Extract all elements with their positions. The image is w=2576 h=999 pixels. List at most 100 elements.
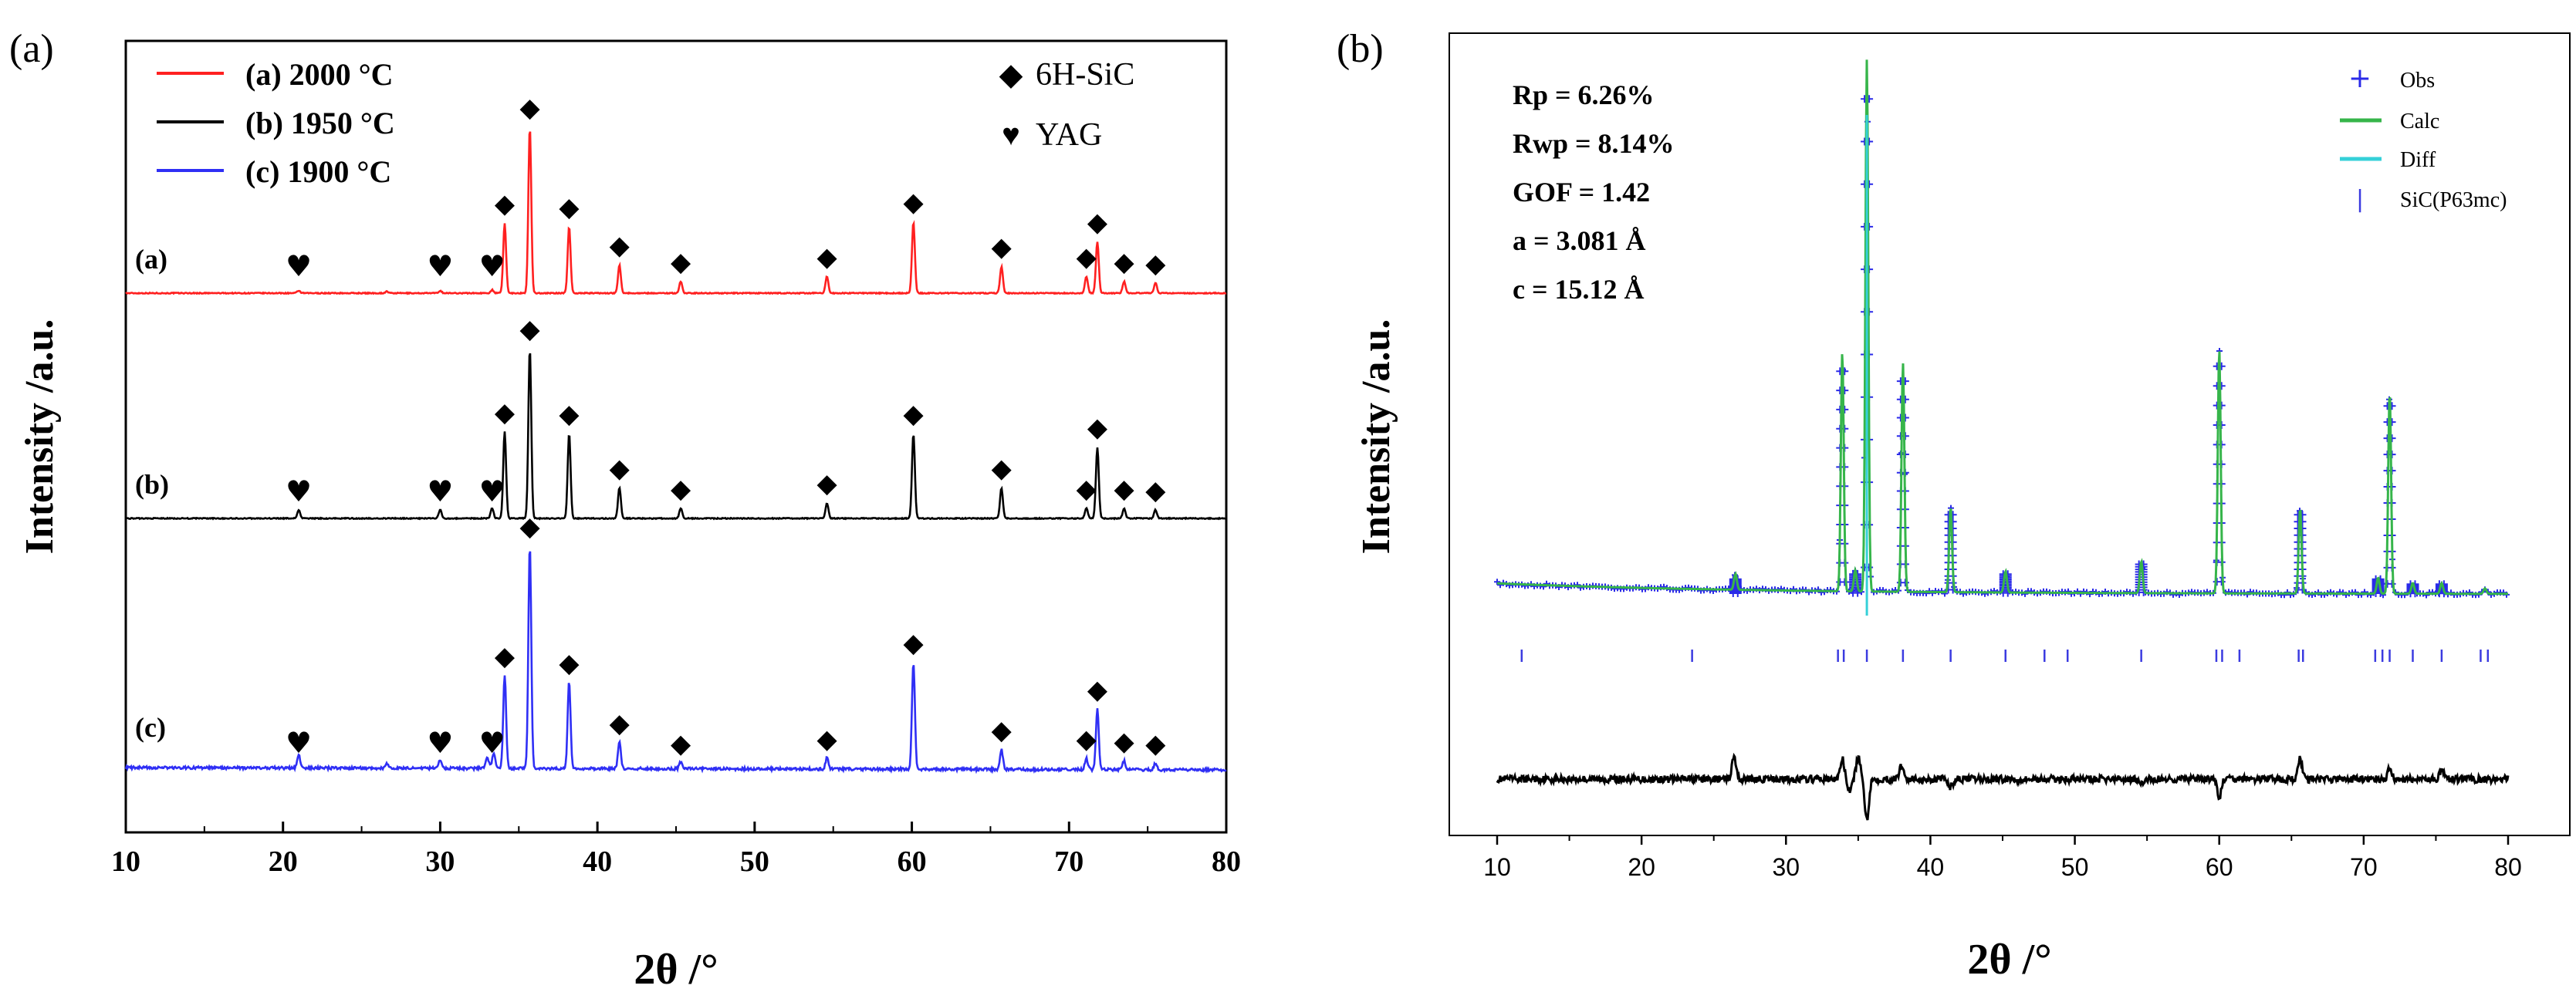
panel-b-difference-curve xyxy=(1496,752,2510,821)
x-tick-label: 30 xyxy=(425,845,455,878)
trace-label-b: (b) xyxy=(135,469,169,500)
sic-marker: ◆ xyxy=(671,247,691,278)
yag-marker: ♥ xyxy=(286,726,312,760)
panel-a-phase-legend: ◆ 6H-SiC ♥ YAG xyxy=(999,57,1135,153)
x-tick-label: 70 xyxy=(2350,853,2378,881)
trace-3 xyxy=(124,551,1227,775)
sic-marker: ◆ xyxy=(1087,207,1108,238)
sic-marker: ◆ xyxy=(519,511,540,542)
panel-a: (a) ◆◆◆◆◆ ◆◆◆ ◆◆◆ ◆♥ ♥ ♥◆◆◆◆◆ ◆◆◆◆◆◆ ◆♥ ♥ ♥◆◆◆◆◆ ◆… xyxy=(9,27,1241,994)
x-tick-label: 40 xyxy=(1917,853,1945,881)
sic-marker: ◆ xyxy=(1114,726,1135,757)
panel-a-legend: (a) 2000 °C (b) 1950 °C (c) 1900 °C xyxy=(157,57,395,189)
sic-marker: ◆ xyxy=(1077,724,1097,755)
yag-marker: ♥ xyxy=(427,726,453,760)
panel-a-phase-markers: ◆◆◆◆◆ ◆◆◆ ◆◆◆ ◆♥ ♥ ♥◆◆◆◆◆ ◆◆◆◆◆◆ ◆♥ ♥ ♥◆◆◆◆◆ ◆◆◆ ◆◆… xyxy=(286,93,1166,760)
panel-b-calculated-curve xyxy=(1497,59,2508,616)
sic-marker: ◆ xyxy=(495,397,516,428)
x-tick-label: 20 xyxy=(1628,853,1655,881)
sic-marker: ◆ xyxy=(992,715,1012,746)
sic-marker: ◆ xyxy=(610,453,630,484)
trace-2 xyxy=(125,353,1227,521)
legend-symbol-sic: ◆ xyxy=(999,57,1023,92)
legend-label-sic: 6H-SiC xyxy=(1036,57,1134,93)
sic-marker: ◆ xyxy=(519,93,540,123)
legend-bragg-symbol: | xyxy=(2356,186,2364,213)
stat-a: a = 3.081 Å xyxy=(1513,225,1646,256)
sic-marker: ◆ xyxy=(519,314,540,345)
x-tick-label: 60 xyxy=(898,845,927,878)
panel-a-x-axis-label: 2θ /° xyxy=(634,946,718,994)
sic-marker: ◆ xyxy=(1145,248,1166,279)
stat-gof: GOF = 1.42 xyxy=(1513,177,1650,208)
legend-calc-label: Calc xyxy=(2400,110,2439,133)
panel-a-label: (a) xyxy=(9,27,54,71)
panel-b-bragg-positions xyxy=(1520,650,2490,662)
x-tick-label: 70 xyxy=(1054,845,1083,878)
legend-diff-label: Diff xyxy=(2400,148,2436,172)
panel-b-x-axis-label: 2θ /° xyxy=(1967,936,2051,984)
yag-marker: ♥ xyxy=(286,249,312,283)
sic-marker: ◆ xyxy=(1077,242,1097,273)
yag-marker: ♥ xyxy=(427,474,453,508)
x-tick-label: 50 xyxy=(740,845,769,878)
panel-a-traces xyxy=(124,131,1227,775)
panel-b-label: (b) xyxy=(1337,27,1384,71)
sic-marker: ◆ xyxy=(816,468,837,499)
panel-a-x-axis: 10 20 30 40 50 60 70 80 xyxy=(111,822,1241,878)
sic-marker: ◆ xyxy=(610,708,630,739)
panel-b: (b) 10 20 30 40 50 60 70 80 Rp = 6.26% Rwp = 8.… xyxy=(1337,27,2571,984)
sic-marker: ◆ xyxy=(992,232,1012,263)
calc-curve xyxy=(1497,59,2508,596)
sic-marker: ◆ xyxy=(1114,474,1135,505)
sic-marker: ◆ xyxy=(1087,413,1108,444)
yag-marker: ♥ xyxy=(479,249,505,283)
trace-label-a: (a) xyxy=(135,244,167,275)
sic-marker: ◆ xyxy=(559,648,580,679)
legend-bragg-label: SiC(P63mc) xyxy=(2400,188,2507,212)
sic-marker: ◆ xyxy=(904,628,925,659)
sic-marker: ◆ xyxy=(1114,247,1135,278)
yag-marker: ♥ xyxy=(479,474,505,508)
obs-points xyxy=(1494,95,2510,599)
sic-marker: ◆ xyxy=(559,399,580,430)
sic-marker: ◆ xyxy=(671,474,691,505)
yag-marker: ♥ xyxy=(286,474,312,508)
yag-marker: ♥ xyxy=(479,726,505,760)
trace-1 xyxy=(125,131,1227,295)
trace-label-c: (c) xyxy=(135,712,166,743)
sic-marker: ◆ xyxy=(671,728,691,759)
sic-marker: ◆ xyxy=(816,724,837,755)
legend-label-1950: (b) 1950 °C xyxy=(245,106,395,140)
stat-rwp: Rwp = 8.14% xyxy=(1513,128,1675,159)
sic-marker: ◆ xyxy=(992,453,1012,484)
yag-marker: ♥ xyxy=(427,249,453,283)
sic-marker: ◆ xyxy=(1077,474,1097,505)
sic-marker: ◆ xyxy=(904,187,925,218)
sic-marker: ◆ xyxy=(495,189,516,220)
legend-obs-label: Obs xyxy=(2400,69,2435,93)
sic-marker: ◆ xyxy=(1087,675,1108,706)
x-tick-label: 10 xyxy=(111,845,140,878)
sic-marker: ◆ xyxy=(559,192,580,223)
residual-curve xyxy=(1496,752,2510,821)
stat-c: c = 15.12 Å xyxy=(1513,274,1645,305)
x-tick-label: 10 xyxy=(1483,853,1511,881)
panel-b-plot-frame xyxy=(1449,32,2571,836)
sic-marker: ◆ xyxy=(495,641,516,672)
x-tick-label: 50 xyxy=(2061,853,2089,881)
x-tick-label: 40 xyxy=(583,845,612,878)
sic-marker: ◆ xyxy=(1145,475,1166,506)
stat-rp: Rp = 6.26% xyxy=(1513,79,1655,110)
sic-marker: ◆ xyxy=(904,399,925,430)
x-tick-label: 60 xyxy=(2206,853,2233,881)
x-tick-label: 80 xyxy=(2494,853,2522,881)
panel-b-refinement-stats: Rp = 6.26% Rwp = 8.14% GOF = 1.42 a = 3.… xyxy=(1513,79,1675,305)
sic-marker: ◆ xyxy=(1145,728,1166,759)
panel-b-x-axis: 10 20 30 40 50 60 70 80 xyxy=(1483,835,2522,881)
x-tick-label: 80 xyxy=(1212,845,1241,878)
panel-b-y-axis-label: Intensity /a.u. xyxy=(1354,319,1398,555)
sic-marker: ◆ xyxy=(816,242,837,273)
x-tick-label: 30 xyxy=(1772,853,1800,881)
